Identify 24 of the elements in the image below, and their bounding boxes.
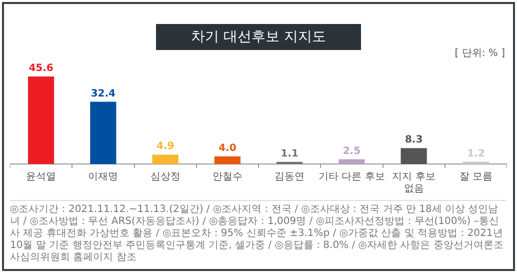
data-label: 8.3 [404,134,423,146]
x-tick-label: 김동연 [274,172,305,183]
bar [28,76,54,164]
bar [400,148,427,164]
x-tick-label: 안철수 [212,172,242,183]
bar [214,156,240,164]
data-label: 4.0 [218,142,236,154]
bar [152,154,178,164]
x-tick-label: 심상정 [150,172,180,183]
chart-title: 차기 대선후보 지지도 [156,24,361,50]
data-label: 45.6 [28,63,54,74]
bar [90,102,116,164]
x-tick-label: 윤석열 [26,172,56,183]
data-label: 4.9 [156,141,174,152]
x-tick-label: 이재명 [88,172,118,183]
text: ◎조사기간 : 2021.11.12.~11.13.(2일간) / ◎조사지역 : 전국 / ◎조사대상 : 전국 거주 만 18세 이상 성인남녀 / ◎조사방법 : 무선 ARS(자동응답조사) / ◎총응답자 : 1,009명 / ◎피조사자선정방법 : 무선(100%) –통신사 제공 휴대전화 가상번호 활용 / ◎표본오차 : 95% 신뢰수준 ±3.1%p / ◎가중값 산출 및 적용방법 : 2021년 10월 말 기준 행정안전부 주민등록인구통계 기준, 셀가중 / ◎응답률 : 8.0% / ◎자세한 사항은 중앙선거여론조사심의위원회 홈페이지 참조 [10,204,504,264]
data-label: 2.5 [342,146,361,157]
data-label: 1.1 [280,148,298,160]
x-tick-label: 잘 모름 [459,172,493,183]
x-tick-label: 지지 후보 없음 [392,172,436,195]
data-label: 32.4 [90,88,116,100]
bar [338,159,365,164]
text: [ 단위: % ] [454,47,505,60]
x-tick-label: 기타 다른 후보 [318,172,385,183]
